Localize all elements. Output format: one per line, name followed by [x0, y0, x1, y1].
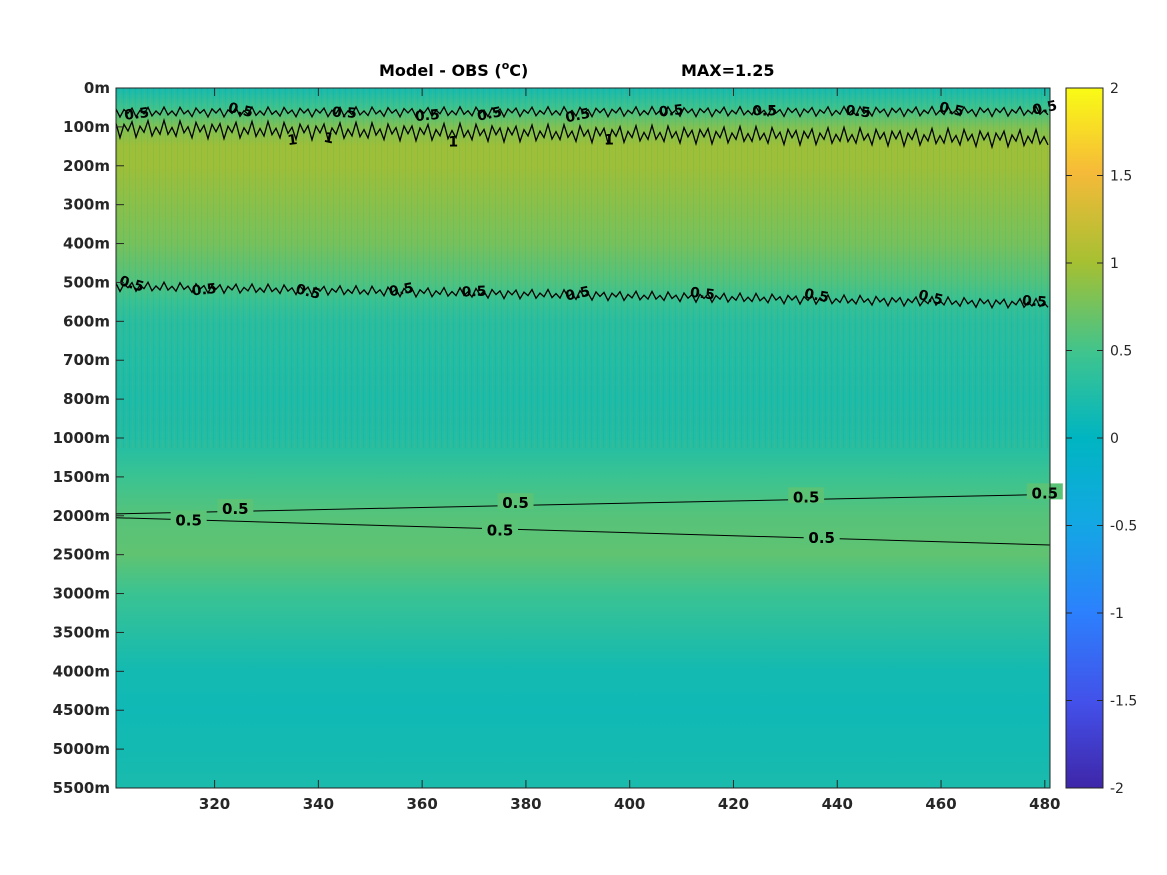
contour-line: [115, 280, 1049, 310]
colorbar-ticks: 2 1.5 1 0.5 0 -0.5 -1 -1.5 -2: [1066, 81, 1137, 797]
contour-label: 0.5: [117, 273, 145, 295]
y-tick-label: 3000m: [53, 585, 110, 603]
colorbar-tick-label: 0: [1110, 431, 1119, 447]
contour-label: 1: [604, 133, 614, 149]
x-tick-label: 440: [822, 795, 853, 813]
y-tick-label: 300m: [63, 196, 110, 214]
contour-label: 0.5: [461, 284, 486, 301]
chart-title: Model - OBS (oC): [379, 59, 528, 80]
contour-label: 0.5: [1032, 484, 1059, 502]
y-tick-label: 200m: [63, 157, 110, 175]
contour-label: 0.5: [658, 102, 684, 121]
contour-label-gap: [788, 487, 825, 504]
contour-label: 0.5: [388, 280, 415, 300]
y-tick-label: 5500m: [53, 779, 110, 797]
contour-label: 0.5: [938, 99, 966, 120]
x-axis: 320 340 360 380 400 420 440 460 480: [199, 88, 1060, 813]
colorbar-gradient: [1065, 87, 1104, 789]
contour-label: 0.5: [689, 285, 715, 304]
y-tick-label: 2500m: [53, 546, 110, 564]
y-tick-label: 500m: [63, 273, 110, 291]
y-tick-label: 800m: [63, 390, 110, 408]
contour-label: 0.5: [808, 529, 835, 547]
heatmap-texture: [116, 88, 1050, 448]
contour-line: [115, 517, 1051, 546]
contour-label: 0.5: [123, 105, 150, 124]
colorbar-tick-label: 1.5: [1110, 169, 1132, 185]
colorbar-tick-label: -1: [1110, 606, 1124, 622]
contour-label: 0.5: [487, 521, 514, 539]
y-tick-label: 700m: [63, 351, 110, 369]
x-tick-label: 400: [614, 795, 645, 813]
contour-label: 0.5: [564, 106, 592, 127]
x-tick-label: 380: [510, 795, 541, 813]
contour-label: 0.5: [476, 104, 503, 124]
y-tick-label: 4000m: [53, 662, 110, 680]
contour-label-gap: [170, 510, 207, 527]
x-tick-label: 360: [406, 795, 437, 813]
contour-label: 0.5: [502, 494, 529, 512]
colorbar-tick-label: 1: [1110, 256, 1119, 272]
contour-label: 0.5: [227, 100, 255, 121]
colorbar-tick-label: 0.5: [1110, 344, 1132, 360]
contour-label-gap: [217, 498, 254, 515]
y-tick-label: 2000m: [53, 507, 110, 525]
y-tick-label: 100m: [63, 118, 110, 136]
contour-labels: 0.5 0.5 0.5 0.5 0.5 0.5 0.5 0.5 0.5 0.5 0.5 1 1 1 1 0.5…: [117, 98, 1063, 547]
y-axis: 0m 100m 200m 300m 400m 500m 600m 700m 800m 1000m 1…: [53, 79, 124, 797]
contour-label: 0.5: [564, 284, 592, 305]
y-tick-label: 1000m: [53, 429, 110, 447]
y-tick-label: 4500m: [53, 701, 110, 719]
contour-line: [115, 104, 1049, 119]
contour-label: 0.5: [191, 281, 217, 300]
contour-label-gap: [1026, 483, 1063, 500]
contour-label: 0.5: [1021, 293, 1047, 311]
colorbar-tick-label: -2: [1110, 781, 1124, 797]
contour-label: 1: [322, 130, 335, 148]
y-tick-label: 5000m: [53, 740, 110, 758]
contour-label: 1: [448, 134, 458, 150]
contour-label: 0.5: [332, 105, 358, 122]
x-tick-label: 480: [1029, 795, 1060, 813]
colorbar: 2 1.5 1 0.5 0 -0.5 -1 -1.5 -2: [1065, 81, 1137, 797]
contour-label: 0.5: [175, 512, 202, 530]
x-tick-label: 420: [718, 795, 749, 813]
y-tick-label: 1500m: [53, 468, 110, 486]
contour-line: [115, 117, 1049, 150]
contour-label: 1: [287, 132, 299, 149]
x-tick-label: 340: [303, 795, 334, 813]
colorbar-tick-label: -1.5: [1110, 694, 1137, 710]
contour-label-gap: [497, 493, 534, 510]
contour-lines: [115, 104, 1051, 546]
contour-label-gap: [803, 528, 840, 545]
plot-area: 0.5 0.5 0.5 0.5 0.5 0.5 0.5 0.5 0.5 0.5 0.5 1 1 1 1 0.5…: [115, 87, 1063, 789]
max-annotation: MAX=1.25: [681, 61, 775, 80]
contour-label: 0.5: [752, 103, 777, 119]
colorbar-tick-label: 2: [1110, 81, 1119, 97]
contour-label: 0.5: [803, 286, 830, 306]
contour-label-gap: [481, 520, 518, 537]
contour-label: 0.5: [1031, 98, 1059, 119]
contour-label: 0.5: [222, 500, 249, 518]
contour-label: 0.5: [294, 281, 322, 303]
contour-line: [115, 493, 1051, 515]
x-tick-label: 460: [925, 795, 956, 813]
y-tick-label: 400m: [63, 235, 110, 253]
y-tick-label: 600m: [63, 312, 110, 330]
contour-label: 0.5: [845, 103, 871, 122]
contour-label: 0.5: [414, 107, 440, 125]
colorbar-tick-label: -0.5: [1110, 519, 1137, 535]
x-tick-label: 320: [199, 795, 230, 813]
contour-label: 0.5: [917, 287, 945, 309]
y-tick-label: 0m: [84, 79, 110, 97]
y-tick-label: 3500m: [53, 623, 110, 641]
contour-label: 0.5: [793, 488, 820, 506]
